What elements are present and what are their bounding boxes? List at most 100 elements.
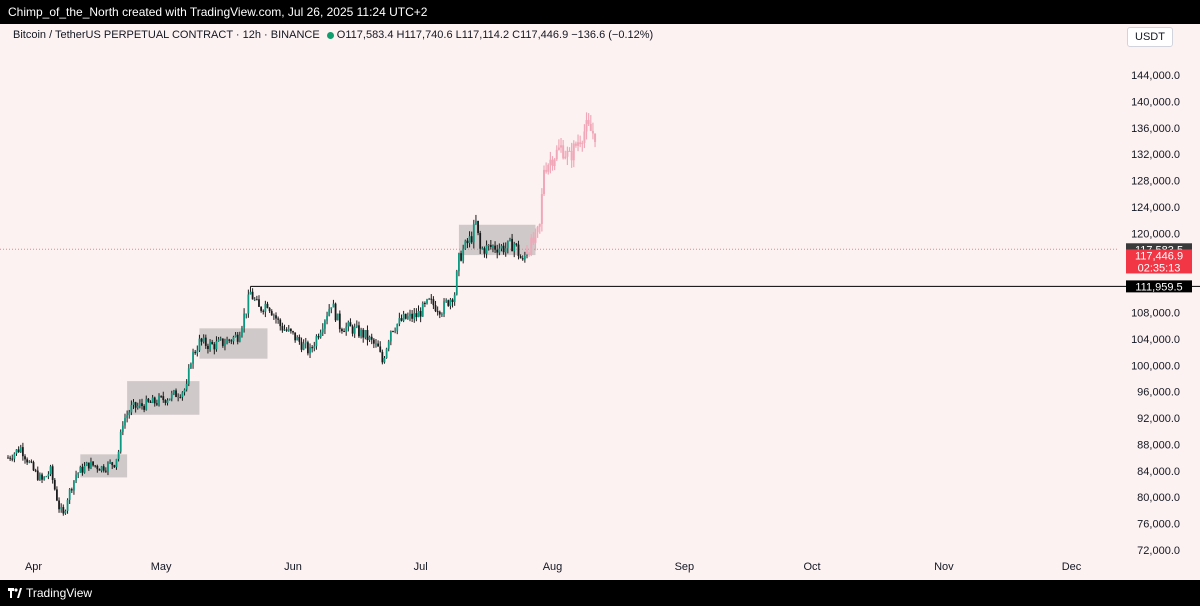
candle-body	[492, 245, 494, 248]
candle-body	[132, 402, 135, 405]
candle-body	[315, 336, 318, 347]
candle-body	[268, 307, 271, 312]
candle-body	[266, 303, 269, 308]
y-tick-label: 108,000.0	[1131, 308, 1180, 320]
candle-body	[262, 310, 265, 312]
projection-body	[536, 226, 539, 233]
y-axis[interactable]: 72,000.0 76,000.0 80,000.0 84,000.0 88,000.0…	[1131, 70, 1180, 557]
candle-body	[124, 418, 126, 426]
candle-body	[53, 479, 56, 490]
candle-body	[77, 472, 80, 475]
candle-body	[196, 350, 199, 354]
candle-body	[81, 466, 84, 473]
candle-body	[134, 402, 137, 408]
candle-body	[141, 403, 143, 407]
candle-body	[226, 339, 228, 345]
candle-body	[300, 341, 303, 350]
candle-body	[207, 345, 209, 349]
candle-body	[21, 447, 24, 457]
candle-body	[36, 470, 39, 480]
candle-body	[381, 351, 384, 363]
candle-body	[326, 315, 328, 321]
candle-body	[475, 220, 477, 224]
candle-body	[311, 347, 314, 349]
projection-body	[560, 145, 563, 148]
candle-body	[151, 397, 154, 403]
candle-body	[283, 329, 286, 331]
candle-body	[224, 344, 226, 346]
candle-body	[7, 457, 9, 459]
candle-body	[158, 396, 160, 405]
y-tick-label: 124,000.0	[1131, 202, 1180, 214]
last-price-label-bg	[1126, 249, 1192, 274]
candle-body	[60, 507, 63, 510]
candles-group	[7, 214, 528, 516]
ohlc-values: O117,583.4 H117,740.6 L117,114.2 C117,44…	[336, 29, 654, 41]
candle-body	[523, 255, 526, 260]
candle-body	[13, 453, 16, 459]
attribution-bar: Chimp_of_the_North created with TradingV…	[0, 0, 1200, 24]
y-tick-label: 76,000.0	[1137, 519, 1180, 531]
candle-body	[102, 466, 105, 471]
last-price-label: 117,446.9	[1135, 250, 1183, 262]
candle-body	[313, 346, 316, 349]
x-tick-label: Jun	[284, 561, 302, 573]
x-tick-label: Aug	[543, 561, 563, 573]
candle-body	[458, 253, 460, 272]
candle-body	[253, 299, 256, 301]
candle-body	[319, 332, 322, 338]
candle-body	[519, 256, 522, 259]
candle-body	[219, 338, 222, 340]
candle-body	[177, 397, 180, 399]
chart-panel[interactable]: Apr May Jun Jul Aug Sep Oct Nov Dec 72,000.0 76,0…	[0, 24, 1200, 580]
x-tick-label: Jul	[414, 561, 428, 573]
candle-body	[96, 466, 99, 470]
candle-body	[200, 338, 203, 342]
candle-body	[166, 400, 169, 403]
candle-body	[281, 326, 284, 331]
candle-body	[15, 449, 18, 454]
candle-body	[441, 314, 443, 316]
projection-body	[538, 223, 541, 227]
candle-body	[417, 310, 420, 318]
projection-body	[540, 194, 543, 224]
candle-body	[419, 310, 422, 317]
projection-body	[587, 119, 590, 124]
x-tick-label: Nov	[934, 561, 954, 573]
projection-body	[574, 143, 577, 146]
candle-body	[275, 315, 277, 319]
candle-body	[75, 474, 77, 481]
candle-body	[41, 474, 43, 480]
candle-body	[213, 344, 216, 350]
candle-body	[238, 335, 241, 342]
y-tick-label: 84,000.0	[1137, 466, 1180, 478]
candle-body	[164, 400, 167, 403]
candle-body	[396, 323, 399, 331]
candle-body	[289, 328, 292, 332]
price-chart[interactable]: Apr May Jun Jul Aug Sep Oct Nov Dec 72,000.0 76,0…	[0, 24, 1200, 580]
candle-body	[39, 474, 41, 480]
attribution-text: Chimp_of_the_North created with TradingV…	[8, 5, 428, 19]
x-tick-label: Sep	[675, 561, 695, 573]
candle-body	[241, 327, 243, 336]
candle-body	[251, 291, 254, 300]
candle-body	[215, 341, 218, 350]
projection-body	[572, 143, 575, 161]
y-tick-label: 88,000.0	[1137, 439, 1180, 451]
candle-body	[204, 337, 207, 346]
candle-body	[247, 294, 250, 314]
symbol-legend: Bitcoin / TetherUS PERPETUAL CONTRACT · …	[13, 29, 653, 41]
projection-body	[570, 150, 573, 161]
candle-body	[285, 329, 288, 331]
candle-body	[62, 507, 65, 514]
candle-body	[245, 313, 248, 315]
currency-button[interactable]: USDT	[1127, 27, 1173, 47]
y-tick-label: 104,000.0	[1131, 334, 1180, 346]
candle-body	[489, 244, 492, 248]
candle-body	[279, 319, 282, 327]
candle-body	[432, 299, 435, 306]
projection-body	[532, 237, 535, 243]
candle-body	[526, 253, 528, 256]
candle-body	[185, 383, 188, 390]
